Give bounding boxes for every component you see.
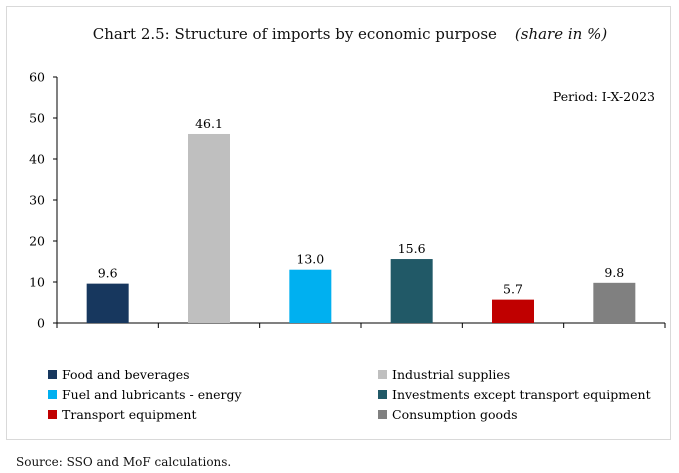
bar-value-label: 15.6: [398, 241, 426, 256]
bar-value-label: 5.7: [503, 282, 523, 297]
y-tick-label: 10: [29, 275, 45, 290]
legend-swatch: [378, 410, 387, 419]
y-tick-label: 0: [37, 316, 45, 331]
bar: [492, 299, 534, 323]
bar: [86, 283, 129, 323]
y-tick-label: 60: [29, 70, 45, 85]
bar-value-label: 13.0: [296, 252, 324, 267]
bar: [289, 269, 332, 323]
source-note: Source: SSO and MoF calculations.: [16, 455, 232, 469]
legend-swatch: [48, 370, 57, 379]
bar-value-label: 9.8: [604, 265, 624, 280]
legend-label: Transport equipment: [62, 407, 197, 422]
legend-swatch: [378, 390, 387, 399]
legend-label: Investments except transport equipment: [392, 387, 651, 402]
legend-swatch: [378, 370, 387, 379]
bar-chart: 0 10 20 30 40 50 60 9.6 46.1 13.0 15.6 5.7 9.8 Peri…: [29, 70, 666, 422]
y-tick-label: 40: [29, 152, 45, 167]
legend-label: Fuel and lubricants - energy: [62, 387, 243, 402]
y-tick-label: 20: [29, 234, 45, 249]
y-tick-label: 50: [29, 111, 45, 126]
legend-label: Consumption goods: [392, 407, 518, 422]
legend-label: Food and beverages: [62, 367, 190, 382]
legend-label: Industrial supplies: [392, 367, 510, 382]
bar-value-label: 46.1: [195, 116, 223, 131]
period-annotation: Period: I-X-2023: [553, 89, 655, 104]
chart-title-block: Chart 2.5: Structure of imports by econo…: [60, 22, 640, 46]
y-tick-label: 30: [29, 193, 45, 208]
legend-swatch: [48, 410, 57, 419]
bar: [390, 259, 433, 323]
chart-title: Chart 2.5: Structure of imports by econo…: [92, 25, 497, 43]
bar: [593, 282, 636, 323]
bar: [188, 133, 230, 323]
chart-subtitle: (share in %): [514, 25, 608, 43]
bar-value-label: 9.6: [98, 266, 118, 281]
chart-frame: [6, 6, 671, 440]
legend-swatch: [48, 390, 57, 399]
